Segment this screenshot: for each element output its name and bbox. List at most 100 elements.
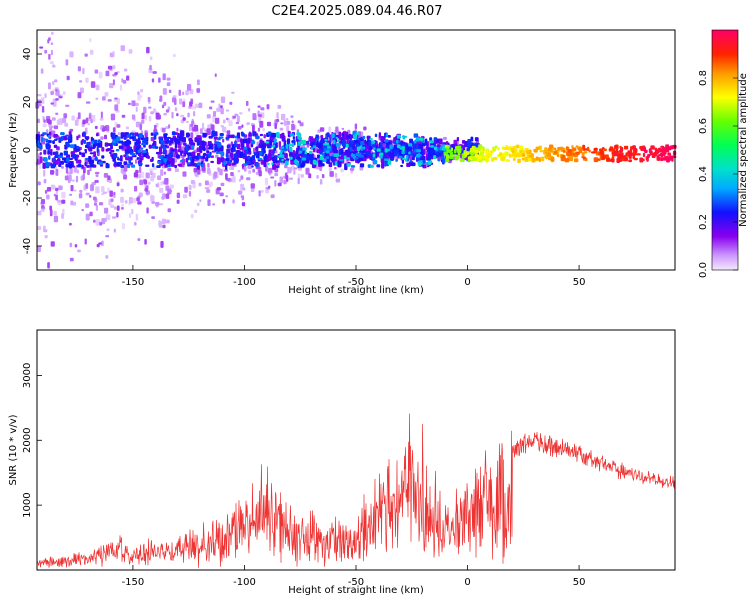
heatmap-cell: [44, 189, 48, 194]
heatmap-cell: [207, 199, 211, 206]
heatmap-cell: [160, 158, 165, 162]
heatmap-cell: [137, 142, 140, 150]
heatmap-cell: [95, 97, 99, 101]
heatmap-cell: [231, 176, 236, 183]
heatmap-cell: [396, 144, 401, 149]
heatmap-cell: [62, 91, 66, 95]
heatmap-cell: [125, 151, 128, 155]
heatmap-cell: [65, 59, 69, 66]
heatmap-cell: [459, 158, 464, 162]
heatmap-cell: [413, 133, 419, 138]
heatmap-cell: [128, 159, 132, 164]
heatmap-cell: [662, 157, 667, 161]
heatmap-cell: [328, 126, 332, 133]
heatmap-cell: [469, 155, 473, 161]
heatmap-cell: [77, 92, 82, 99]
heatmap-cell: [288, 143, 292, 147]
heatmap-cell: [349, 167, 355, 171]
heatmap-cell: [182, 194, 188, 199]
heatmap-cell: [530, 153, 534, 158]
heatmap-cell: [58, 164, 62, 168]
heatmap-cell: [210, 100, 215, 103]
heatmap-cell: [65, 166, 69, 174]
heatmap-cell: [54, 138, 58, 141]
heatmap-cell: [134, 185, 138, 192]
heatmap-cell: [78, 193, 83, 199]
heatmap-cell: [206, 150, 210, 154]
heatmap-cell: [89, 49, 94, 55]
heatmap-cell: [105, 255, 109, 259]
heatmap-cell: [37, 210, 42, 216]
heatmap-cell: [144, 114, 147, 121]
heatmap-cell: [486, 153, 491, 158]
heatmap-cell: [68, 131, 72, 136]
heatmap-cell: [155, 151, 160, 155]
heatmap-cell: [306, 140, 310, 145]
heatmap-cell: [52, 100, 57, 107]
heatmap-cell: [267, 131, 272, 135]
heatmap-cell: [44, 49, 48, 54]
heatmap-cell: [56, 158, 61, 162]
heatmap-cell: [190, 213, 194, 219]
heatmap-cell: [196, 79, 200, 86]
heatmap-cell: [396, 134, 401, 139]
heatmap-cell: [417, 162, 422, 167]
heatmap-cell: [355, 132, 360, 135]
heatmap-cell: [97, 139, 101, 143]
heatmap-cell: [271, 162, 274, 166]
heatmap-cell: [217, 142, 222, 148]
heatmap-cell: [101, 218, 106, 225]
heatmap-cell: [566, 146, 569, 151]
heatmap-cell: [49, 149, 53, 152]
heatmap-cell: [109, 52, 114, 58]
heatmap-cell: [445, 154, 450, 159]
heatmap-cell: [42, 123, 47, 128]
heatmap-cell: [389, 144, 393, 150]
spectrogram-xtick-label: 50: [573, 277, 586, 288]
heatmap-cell: [368, 145, 373, 151]
heatmap-cell: [401, 150, 405, 155]
heatmap-cell: [105, 235, 110, 238]
heatmap-cell: [126, 163, 131, 168]
heatmap-cell: [39, 144, 43, 150]
heatmap-cell: [513, 153, 518, 158]
heatmap-cell: [85, 117, 89, 124]
heatmap-cell: [560, 148, 564, 151]
heatmap-cell: [146, 46, 150, 54]
heatmap-cell: [68, 135, 71, 140]
heatmap-cell: [442, 147, 445, 151]
heatmap-cell: [240, 195, 245, 198]
heatmap-cell: [132, 153, 136, 157]
heatmap-cell: [43, 138, 49, 141]
heatmap-cell: [515, 144, 520, 149]
heatmap-cell: [460, 149, 465, 154]
heatmap-cell: [131, 100, 136, 107]
heatmap-cell: [145, 172, 150, 179]
heatmap-cell: [196, 88, 201, 93]
heatmap-cell: [613, 150, 619, 155]
heatmap-cell: [308, 173, 312, 179]
heatmap-cell: [283, 179, 286, 185]
heatmap-cell: [141, 119, 145, 124]
heatmap-cell: [114, 97, 118, 100]
heatmap-cell: [322, 158, 327, 163]
heatmap-cell: [385, 133, 389, 137]
heatmap-cell: [141, 112, 145, 120]
snr-xtick-label: 50: [573, 577, 586, 588]
heatmap-cell: [387, 151, 391, 155]
heatmap-cell: [202, 155, 205, 159]
heatmap-cell: [583, 151, 588, 154]
heatmap-cell: [452, 154, 456, 157]
heatmap-cell: [122, 79, 127, 84]
heatmap-cell: [345, 143, 349, 148]
heatmap-cell: [137, 238, 141, 241]
snr-xtick-label: -100: [233, 577, 256, 588]
heatmap-cell: [167, 208, 171, 213]
heatmap-cell: [143, 106, 147, 114]
heatmap-cell: [314, 141, 317, 146]
heatmap-cell: [68, 177, 71, 181]
heatmap-cell: [123, 165, 128, 172]
heatmap-cell: [93, 202, 97, 206]
heatmap-cell: [273, 138, 277, 142]
heatmap-cell: [46, 194, 50, 200]
